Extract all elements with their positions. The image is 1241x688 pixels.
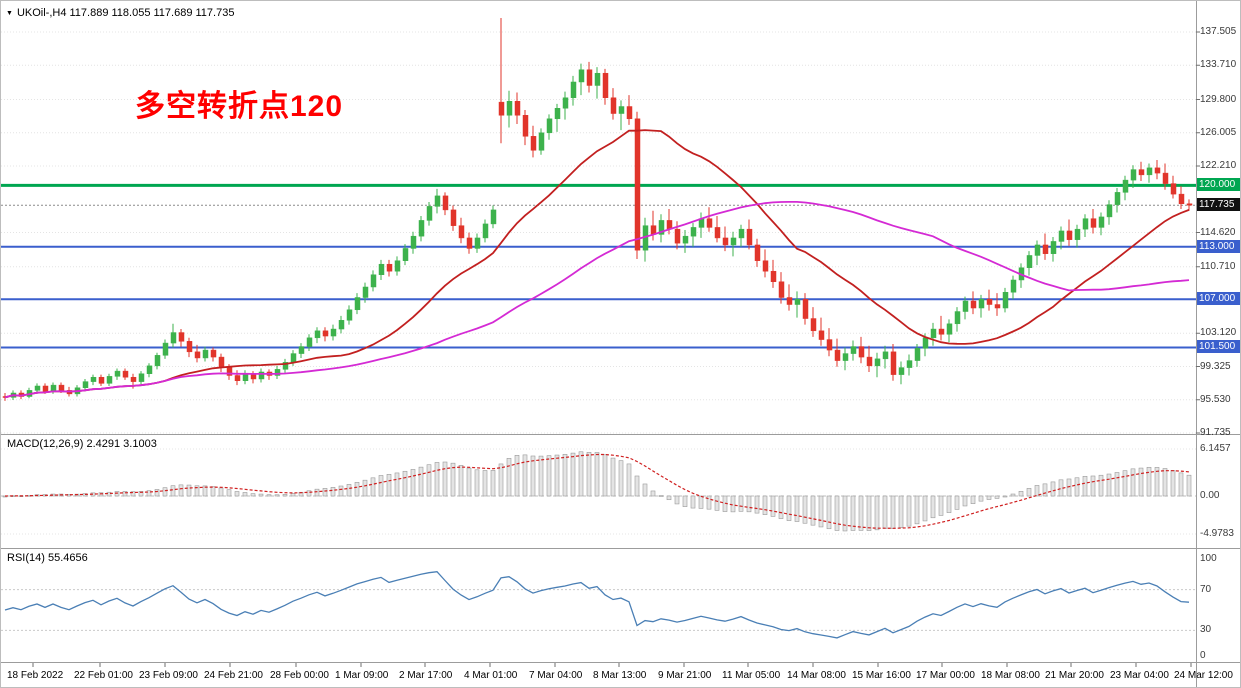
chart-header: ▼ UKOil-,H4 117.889 118.055 117.689 117.… [6, 7, 234, 19]
time-axis-label: 24 Mar 12:00 [1174, 670, 1233, 681]
price-tick-label: 137.505 [1200, 26, 1237, 37]
annotation-text[interactable]: 多空转折点120 [135, 90, 344, 123]
macd-tick-label: -4.9783 [1200, 528, 1234, 540]
macd-indicator-label: MACD(12,26,9) 2.4291 3.1003 [7, 438, 157, 450]
candles-layer [2, 18, 1193, 401]
time-axis-label: 2 Mar 17:00 [399, 670, 453, 681]
main-gridlines [1, 31, 1196, 434]
time-axis-label: 18 Feb 2022 [7, 670, 64, 681]
ma-fast-line[interactable] [4, 129, 1190, 399]
time-axis-label: 8 Mar 13:00 [593, 670, 647, 681]
time-axis-label: 1 Mar 09:00 [335, 670, 389, 681]
price-line-badge: 113.000 [1197, 239, 1240, 253]
symbol-ohlc-text: UKOil-,H4 117.889 118.055 117.689 117.73… [16, 7, 235, 19]
rsi-panel [1, 571, 1196, 639]
rsi-indicator-label: RSI(14) 55.4656 [7, 552, 88, 564]
macd-tick-label: 6.1457 [1200, 443, 1231, 455]
price-tick-label: 95.530 [1200, 393, 1231, 405]
price-line-badge: 120.000 [1197, 178, 1240, 192]
time-axis-label: 7 Mar 04:00 [529, 670, 583, 681]
time-axis-label: 18 Mar 08:00 [981, 670, 1040, 681]
price-line-badge: 107.000 [1197, 292, 1240, 306]
time-axis-label: 11 Mar 05:00 [722, 670, 781, 681]
rsi-line [4, 571, 1190, 639]
price-tick-label: 110.710 [1200, 260, 1236, 272]
price-tick-label: 91.735 [1200, 427, 1231, 438]
rsi-tick-label: 100 [1200, 553, 1217, 564]
rsi-tick-label: 30 [1200, 624, 1212, 636]
rsi-tick-label: 0 [1200, 650, 1206, 661]
price-tick-label: 129.800 [1200, 93, 1237, 105]
price-line-badge: 101.500 [1197, 340, 1240, 354]
time-axis-label: 24 Feb 21:00 [204, 670, 263, 681]
time-axis-label: 22 Feb 01:00 [74, 670, 133, 681]
time-axis-label: 17 Mar 00:00 [916, 670, 975, 681]
time-axis-label: 23 Feb 09:00 [139, 670, 198, 681]
macd-panel [1, 448, 1196, 535]
macd-tick-label: 0.00 [1200, 490, 1220, 501]
time-axis-label: 4 Mar 01:00 [464, 670, 518, 681]
price-lines-layer [1, 183, 1196, 349]
macd-histogram [2, 451, 1192, 532]
time-axis-label: 21 Mar 20:00 [1045, 670, 1104, 681]
current-price-badge: 117.735 [1197, 198, 1240, 212]
ma-slow-line[interactable] [4, 201, 1190, 399]
symbol-dropdown-icon[interactable]: ▼ [6, 9, 13, 17]
macd-signal-line [4, 453, 1190, 529]
time-axis-label: 28 Feb 00:00 [270, 670, 329, 681]
rsi-tick-label: 70 [1200, 583, 1212, 595]
price-tick-label: 126.005 [1200, 126, 1237, 138]
time-axis-label: 23 Mar 04:00 [1110, 670, 1169, 681]
price-tick-label: 133.710 [1200, 59, 1237, 71]
price-tick-label: 99.325 [1200, 360, 1231, 372]
price-tick-label: 114.620 [1200, 226, 1236, 238]
time-axis-label: 14 Mar 08:00 [787, 670, 846, 681]
price-tick-label: 122.210 [1200, 160, 1237, 171]
price-tick-label: 103.120 [1200, 327, 1237, 339]
time-axis-label: 15 Mar 16:00 [852, 670, 911, 681]
time-axis-label: 9 Mar 21:00 [658, 670, 712, 681]
